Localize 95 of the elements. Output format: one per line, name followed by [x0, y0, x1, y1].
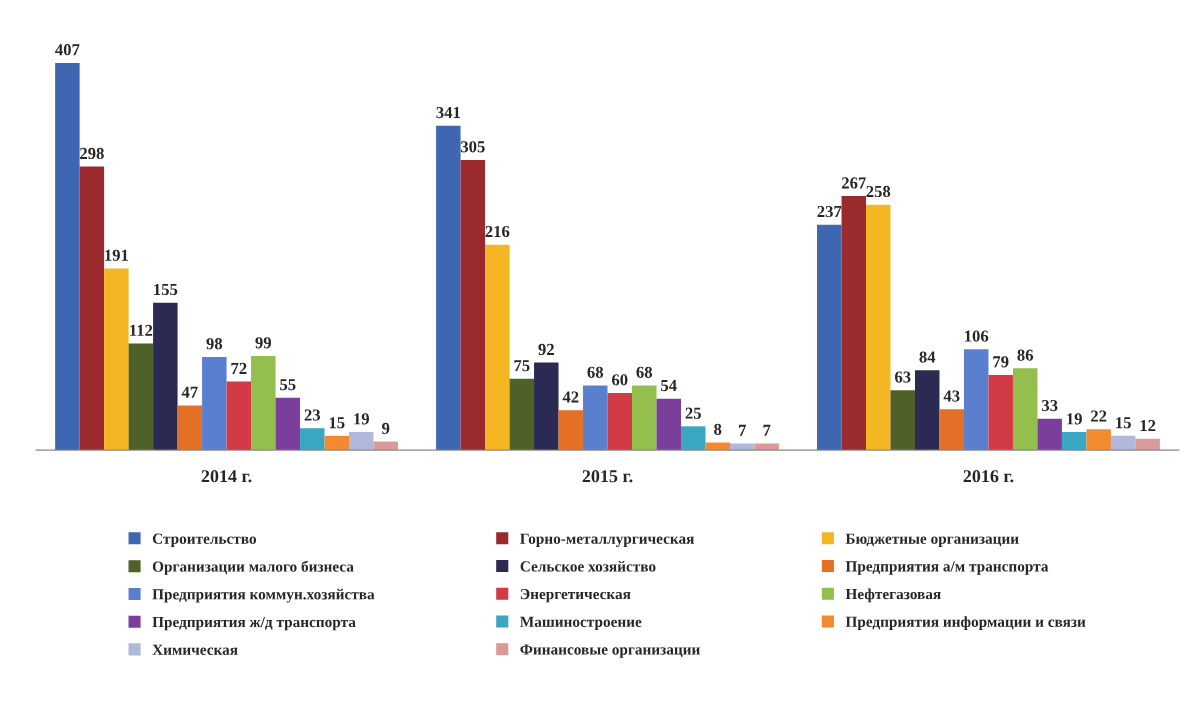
data-label: 155: [154, 283, 178, 296]
bar: [202, 356, 227, 451]
bar: [177, 405, 203, 451]
data-label: 12: [1140, 419, 1156, 431]
data-label: 63: [894, 371, 911, 383]
legend-label: Предприятия ж/д транспорта: [152, 616, 356, 631]
data-label: 407: [55, 44, 80, 56]
data-label: 33: [1041, 399, 1058, 412]
bar: [607, 393, 632, 451]
data-label: 106: [965, 330, 989, 342]
data-label: 22: [1091, 410, 1107, 422]
data-label: 191: [105, 249, 128, 261]
data-label: 15: [329, 417, 345, 429]
data-label: 42: [562, 391, 579, 403]
bar: [153, 302, 178, 451]
bar: [1012, 368, 1038, 451]
data-label: 23: [304, 409, 321, 421]
bar: [817, 224, 842, 451]
legend-label: Бюджетные организации: [845, 533, 1019, 547]
data-label: 43: [943, 390, 960, 402]
bar: [79, 166, 105, 451]
data-label: 341: [436, 106, 460, 119]
bar: [460, 159, 486, 451]
bar: [436, 125, 461, 451]
legend-label: Организации малого бизнеса: [152, 560, 354, 575]
bar: [890, 390, 915, 451]
data-label: 47: [181, 386, 198, 398]
data-label: 75: [514, 360, 530, 372]
data-label: 7: [763, 424, 771, 436]
legend-label: Машиностроение: [520, 616, 642, 631]
data-label: 79: [993, 356, 1009, 368]
data-label: 86: [1017, 349, 1034, 361]
data-label: 9: [382, 422, 390, 435]
data-label: 60: [612, 374, 628, 386]
bar: [963, 349, 989, 451]
data-label: 8: [714, 423, 722, 435]
legend-label: Энергетическая: [520, 589, 631, 603]
legend-label: Горно-металлургическая: [520, 533, 694, 547]
data-label: 98: [206, 338, 223, 350]
data-label: 68: [636, 366, 653, 378]
legend-label: Предприятия коммун.хозяйства: [152, 588, 375, 603]
bar: [1061, 432, 1087, 451]
bar: [866, 204, 891, 451]
data-label: 15: [1116, 417, 1131, 429]
bar: [300, 428, 325, 451]
data-label: 84: [919, 351, 936, 363]
data-label: 305: [460, 141, 485, 153]
bar: [915, 370, 940, 451]
data-label: 54: [661, 380, 677, 392]
data-label: 216: [485, 225, 510, 238]
bar: [656, 398, 681, 451]
bar: [558, 410, 584, 451]
data-label: 237: [817, 205, 842, 218]
data-label: 267: [841, 177, 866, 189]
bar: [349, 432, 374, 451]
bar: [632, 385, 657, 451]
legend-label: Финансовые организации: [520, 644, 700, 658]
legend-label: Предприятия а/м транспорта: [845, 561, 1049, 575]
data-label: 258: [866, 185, 891, 198]
x-tick-label: 2014 г.: [201, 470, 252, 483]
legend-label: Строительство: [152, 533, 257, 547]
data-label: 7: [738, 424, 746, 436]
x-tick-label: 2015 г.: [582, 470, 633, 483]
bar: [583, 385, 608, 451]
legend-label: Химическая: [152, 644, 238, 655]
data-label: 19: [354, 413, 369, 425]
data-label: 68: [587, 366, 604, 378]
bar: [534, 362, 559, 451]
legend-label: Сельское хозяйство: [520, 560, 656, 572]
bar: [128, 343, 154, 451]
bar: [275, 397, 301, 451]
data-label: 25: [685, 407, 701, 419]
data-label: 112: [130, 324, 153, 336]
legend-label: Предприятия информации и связи: [845, 616, 1086, 631]
bar: [680, 426, 706, 451]
data-label: 99: [255, 337, 272, 349]
bar: [754, 443, 779, 451]
bar: [988, 374, 1013, 451]
bar: [1037, 418, 1062, 451]
bar: [1086, 429, 1111, 451]
bar: [509, 378, 535, 451]
bar: [939, 409, 964, 451]
bar: [226, 381, 252, 451]
legend-label: Нефтегазовая: [845, 588, 941, 603]
bar: [251, 355, 276, 451]
data-label: 55: [280, 379, 296, 391]
data-label: 298: [80, 147, 104, 160]
bar: [485, 244, 510, 451]
bar: [55, 62, 80, 451]
bar: [841, 196, 867, 451]
bar: [104, 268, 129, 451]
data-label: 72: [231, 362, 247, 374]
data-label: 92: [538, 343, 554, 356]
data-label: 19: [1067, 413, 1082, 425]
x-tick-label: 2016 г.: [963, 470, 1014, 483]
